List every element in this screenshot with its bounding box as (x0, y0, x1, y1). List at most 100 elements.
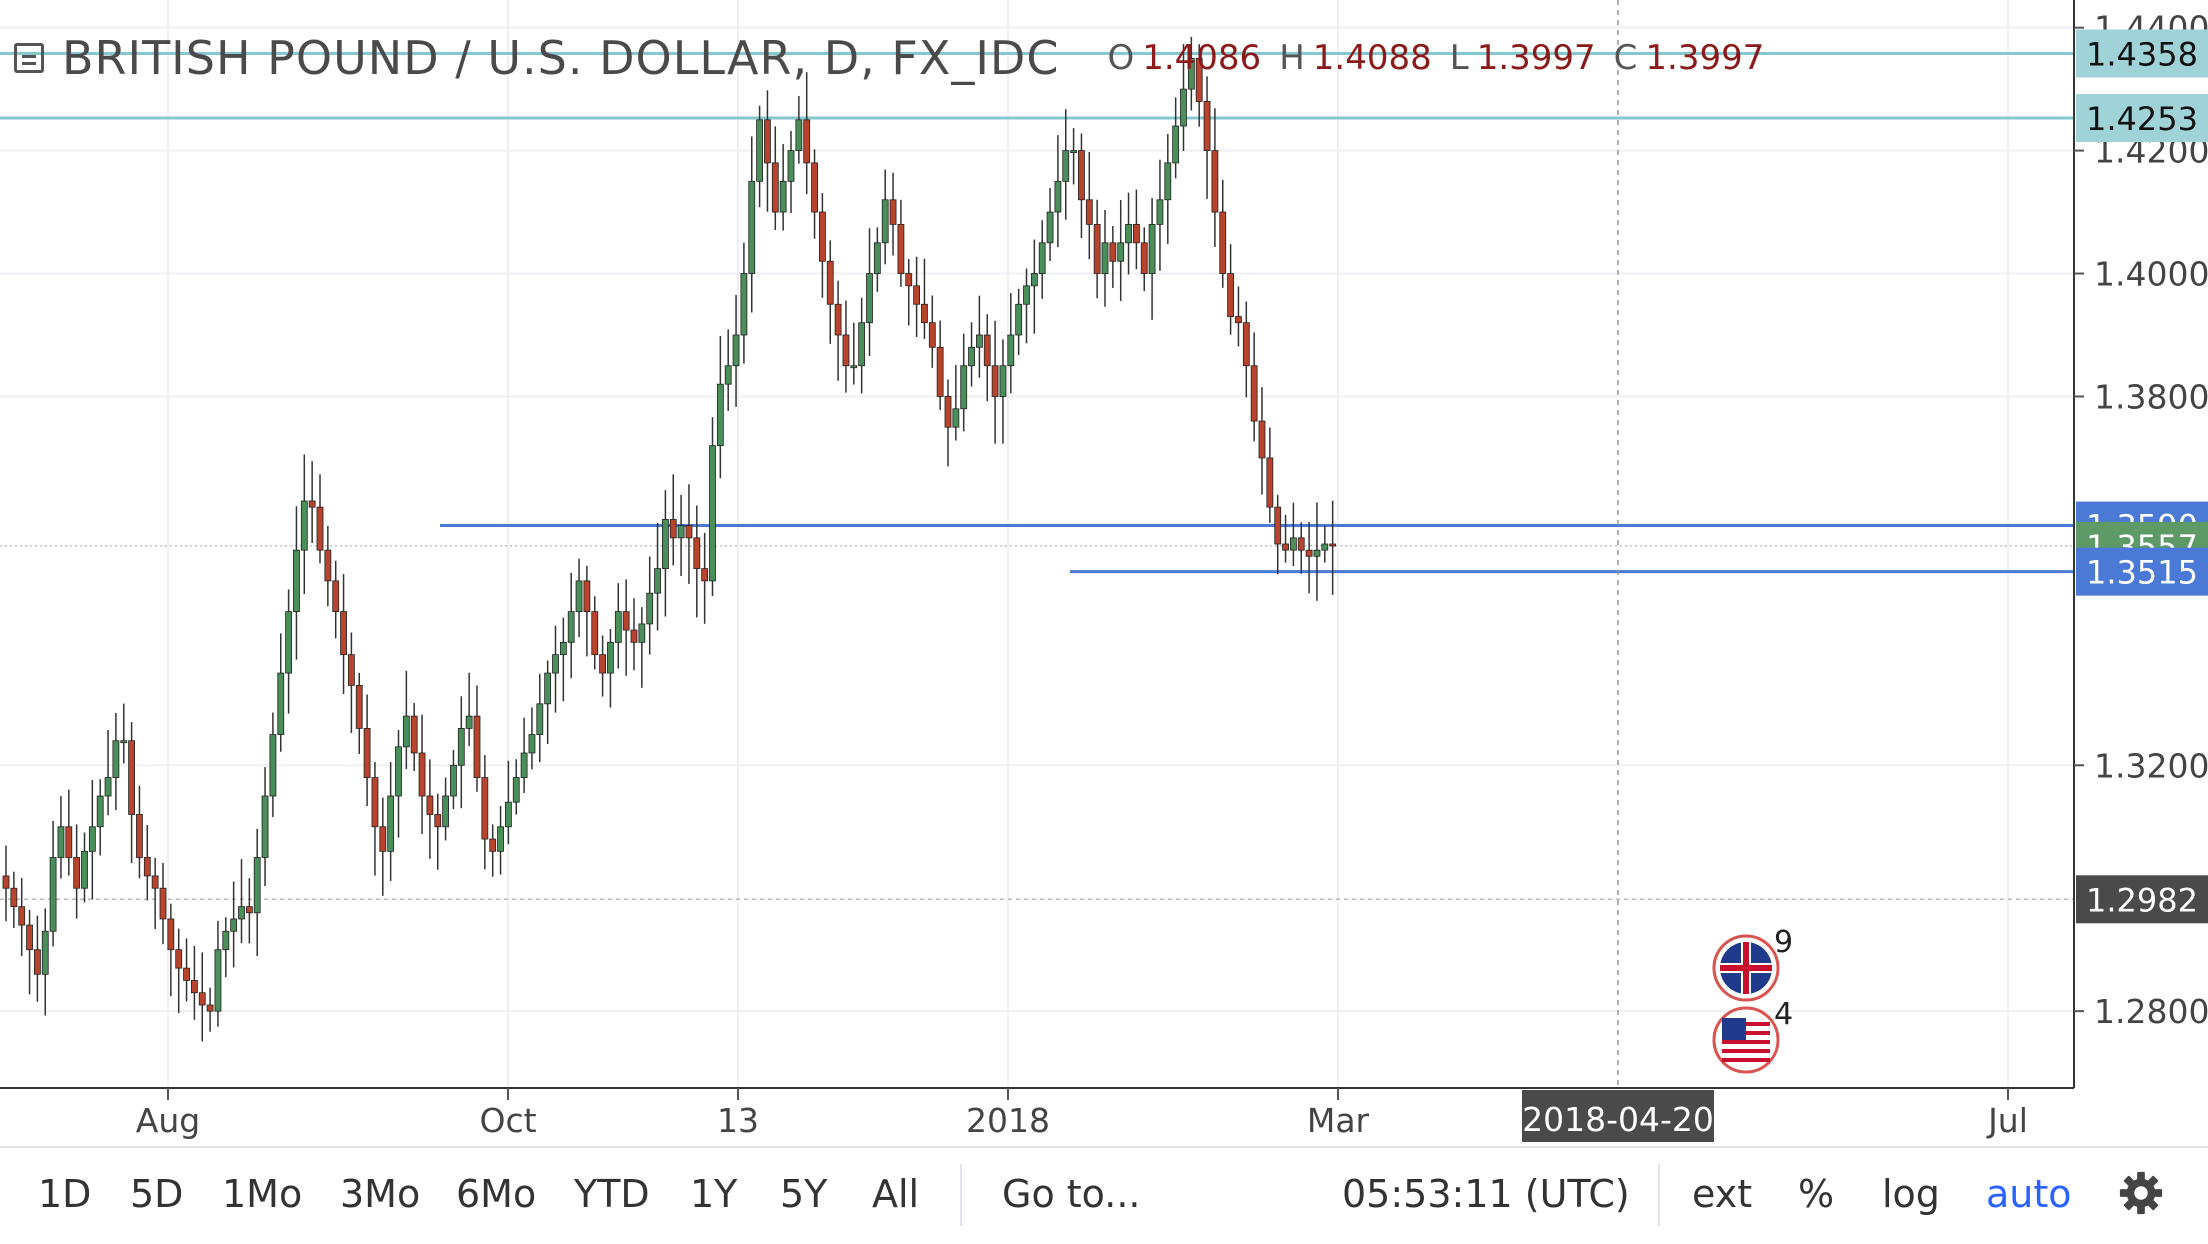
candle-down (1297, 537, 1305, 551)
candle-down (701, 568, 709, 582)
candle-up (881, 199, 889, 244)
candle-up (536, 703, 544, 735)
price-label: 1.2982 (2086, 881, 2198, 919)
candle-up (277, 672, 285, 735)
candle-down (481, 777, 489, 840)
range-1y-button[interactable]: 1Y (690, 1172, 738, 1216)
candle-down (65, 826, 73, 858)
high-value: 1.4088 (1312, 38, 1432, 78)
candle-down (928, 322, 936, 348)
candle-down (371, 777, 379, 828)
candle-down (426, 795, 434, 815)
candle-down (473, 715, 481, 778)
candle-down (10, 887, 18, 908)
price-label: 1.3515 (2086, 554, 2198, 592)
candle-up (253, 857, 261, 914)
candle-down (1258, 420, 1266, 459)
candle-up (850, 365, 858, 369)
candle-down (34, 949, 41, 975)
candle-up (575, 580, 583, 613)
ohlc-values: O 1.4086 H 1.4088 L 1.3997 C 1.3997 (1107, 38, 1764, 78)
candle-up (293, 549, 300, 613)
candle-down (1195, 57, 1203, 102)
candle-up (976, 334, 983, 348)
settings-gear-icon[interactable] (2118, 1170, 2164, 1216)
auto-toggle[interactable]: auto (1986, 1172, 2072, 1216)
candle-down (599, 654, 606, 674)
candle-down (18, 906, 26, 926)
candle-up (999, 365, 1007, 397)
candle-up (497, 826, 504, 852)
candle-down (811, 162, 818, 213)
percent-toggle[interactable]: % (1798, 1172, 1835, 1216)
candle-down (1085, 199, 1093, 225)
candle-down (944, 396, 952, 428)
utc-clock[interactable]: 05:53:11 (UTC) (1342, 1172, 1630, 1216)
uk-flag-icon[interactable]: 9 (1712, 925, 1793, 1002)
candle-down (128, 740, 136, 815)
range-1d-button[interactable]: 1D (38, 1172, 92, 1216)
symbol-title: BRITISH POUND / U.S. DOLLAR, D, FX_IDC (62, 31, 1060, 85)
candle-up (724, 365, 732, 385)
candle-down (190, 980, 198, 994)
range-ytd-button[interactable]: YTD (574, 1172, 650, 1216)
candle-down (693, 537, 701, 569)
go-to-button[interactable]: Go to... (1002, 1172, 1141, 1216)
us-flag-icon[interactable]: 4 (1712, 997, 1793, 1074)
ext-toggle[interactable]: ext (1692, 1172, 1753, 1216)
candle-down (183, 967, 190, 981)
candle-down (764, 119, 771, 164)
candle-down (1140, 242, 1148, 274)
candle-down (410, 715, 418, 754)
candle-up (387, 795, 395, 852)
x-tick-label: 2018 (966, 1101, 1050, 1140)
candle-up (952, 408, 960, 428)
price-label: 1.4253 (2086, 100, 2198, 138)
range-5y-button[interactable]: 5Y (780, 1172, 828, 1216)
candle-down (1078, 150, 1085, 201)
candle-up (88, 826, 96, 852)
candle-up (866, 273, 873, 324)
candle-down (1227, 273, 1234, 317)
candle-up (57, 826, 65, 858)
candle-up (465, 715, 473, 729)
economic-events: 94 (1712, 925, 1793, 1074)
range-6mo-button[interactable]: 6Mo (456, 1172, 537, 1216)
candle-down (826, 260, 834, 305)
candle-down (1219, 211, 1227, 274)
candle-up (646, 592, 654, 625)
candle-down (308, 500, 316, 508)
open-key: O (1107, 38, 1135, 78)
range-5d-button[interactable]: 5D (130, 1172, 184, 1216)
candle-down (889, 199, 897, 225)
candle-down (26, 924, 33, 951)
candle-up (112, 740, 120, 778)
low-value: 1.3997 (1476, 38, 1596, 78)
range-all-button[interactable]: All (872, 1172, 920, 1216)
candle-up (450, 764, 457, 797)
range-3mo-button[interactable]: 3Mo (340, 1172, 421, 1216)
candle-down (418, 752, 426, 797)
candle-down (489, 838, 497, 852)
x-tick-label: Mar (1307, 1101, 1370, 1140)
candle-down (685, 525, 693, 539)
range-1mo-button[interactable]: 1Mo (222, 1172, 303, 1216)
candle-up (748, 180, 756, 274)
legend-menu-icon[interactable] (14, 43, 44, 73)
price-label: 1.4358 (2086, 35, 2198, 73)
candle-up (1046, 211, 1054, 244)
candle-down (842, 334, 850, 367)
crosshair-date-label: 2018-04-20 (1522, 1100, 1714, 1139)
candle-down (73, 857, 81, 889)
candle-down (2, 875, 10, 889)
log-toggle[interactable]: log (1882, 1172, 1940, 1216)
candle-down (1250, 365, 1258, 422)
candle-up (1117, 242, 1125, 262)
event-count: 4 (1774, 997, 1793, 1032)
candle-up (1187, 57, 1195, 90)
chart-grid (0, 0, 2074, 1088)
candle-up (1062, 150, 1070, 182)
candle-up (559, 641, 567, 656)
